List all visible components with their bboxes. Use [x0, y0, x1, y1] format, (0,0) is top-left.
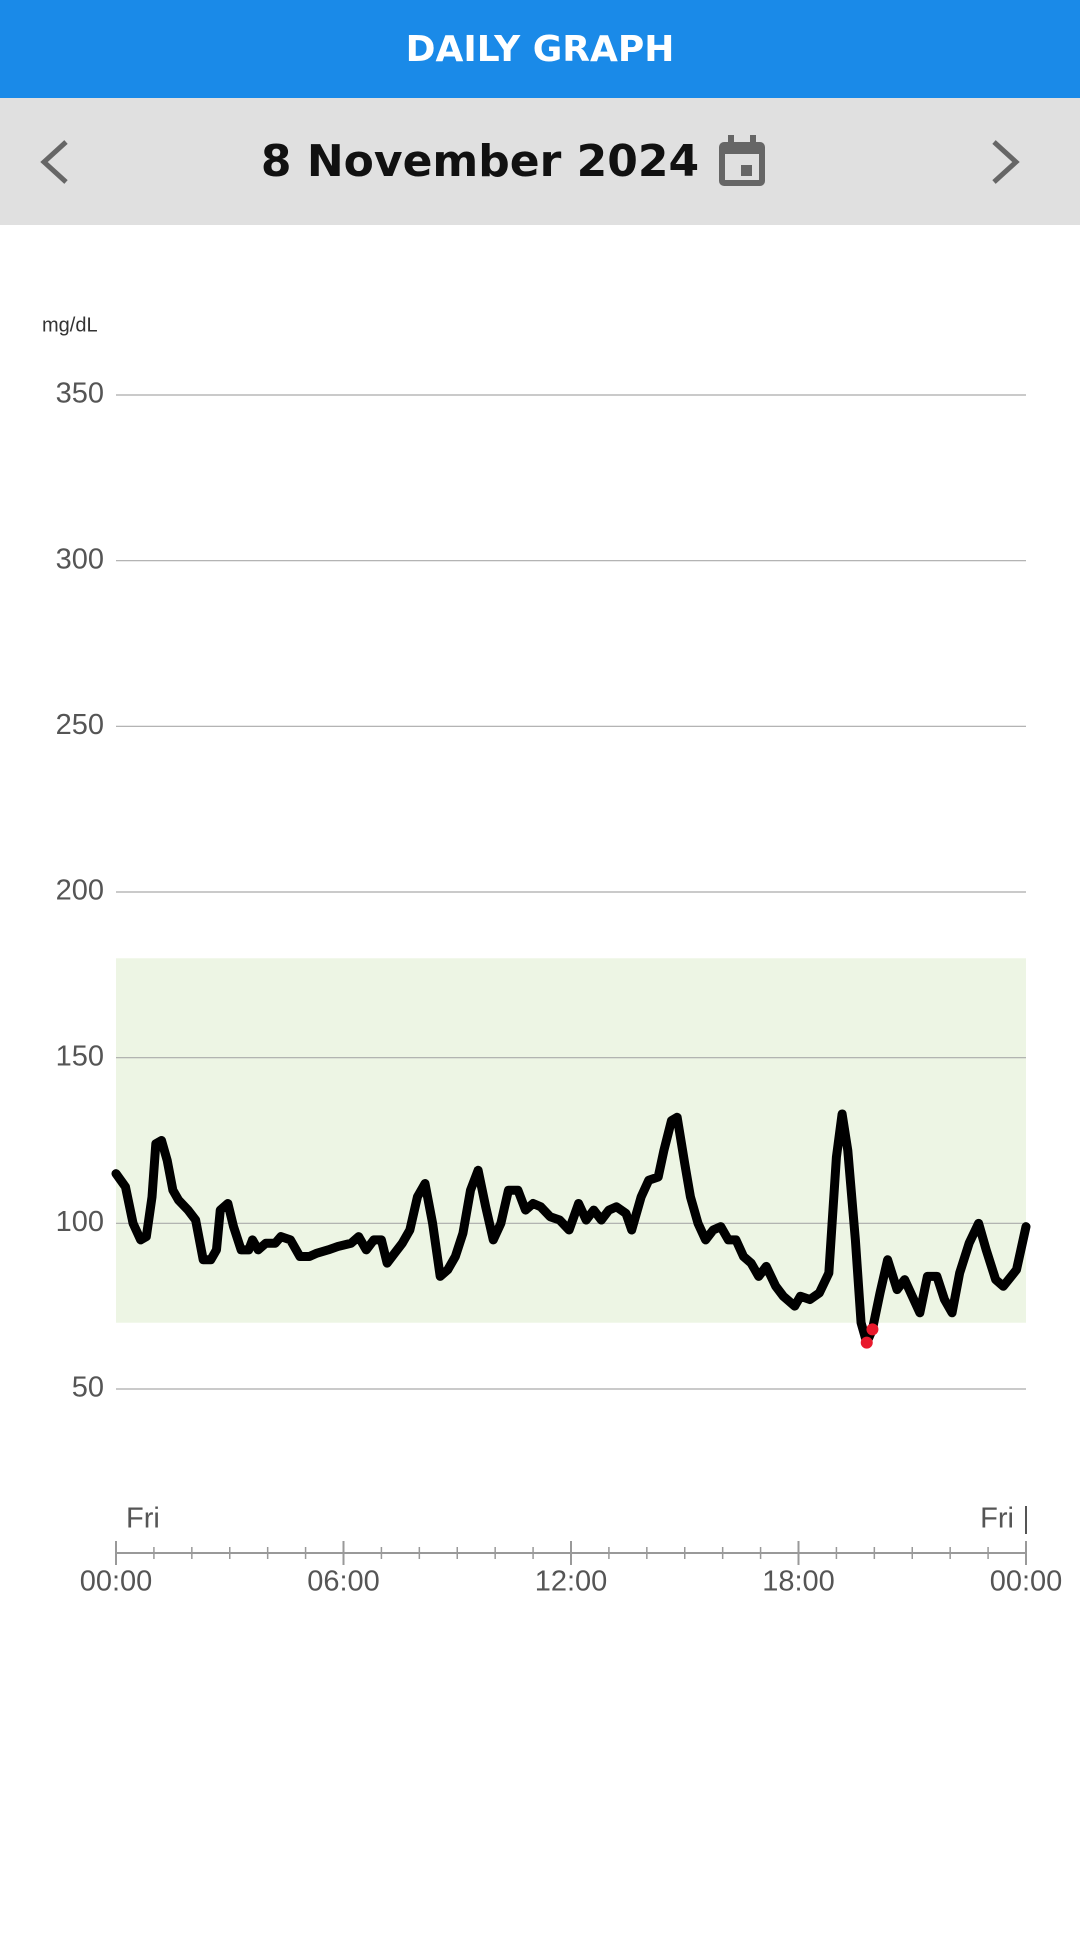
glucose-line: [111, 1109, 1031, 1348]
x-tick-label: 12:00: [535, 1566, 608, 1598]
y-tick-label: 350: [56, 378, 104, 410]
x-tick-label: 00:00: [990, 1566, 1063, 1598]
day-label: Fri: [980, 1503, 1014, 1535]
y-tick-label: 200: [56, 875, 104, 907]
y-tick-label: 100: [56, 1206, 104, 1238]
app-bar: DAILY GRAPH: [0, 0, 1080, 98]
y-tick-label: 300: [56, 543, 104, 575]
day-label: Fri: [126, 1503, 160, 1535]
x-tick-label: 18:00: [762, 1566, 835, 1598]
target-range: [116, 958, 1026, 1323]
calendar-button[interactable]: [714, 132, 770, 192]
date-bar: 8 November 2024: [0, 98, 1080, 225]
y-unit: mg/dL: [42, 314, 98, 336]
date-label: 8 November 2024: [260, 136, 700, 187]
y-tick-label: 50: [72, 1372, 104, 1404]
y-tick-label: 150: [56, 1040, 104, 1072]
x-tick-label: 06:00: [307, 1566, 380, 1598]
y-tick-label: 250: [56, 709, 104, 741]
prev-button[interactable]: [30, 134, 80, 190]
low-point: [866, 1323, 879, 1336]
x-tick-label: 00:00: [80, 1566, 153, 1598]
next-button[interactable]: [980, 134, 1030, 190]
screen-title: DAILY GRAPH: [405, 28, 675, 70]
low-point: [860, 1336, 873, 1349]
